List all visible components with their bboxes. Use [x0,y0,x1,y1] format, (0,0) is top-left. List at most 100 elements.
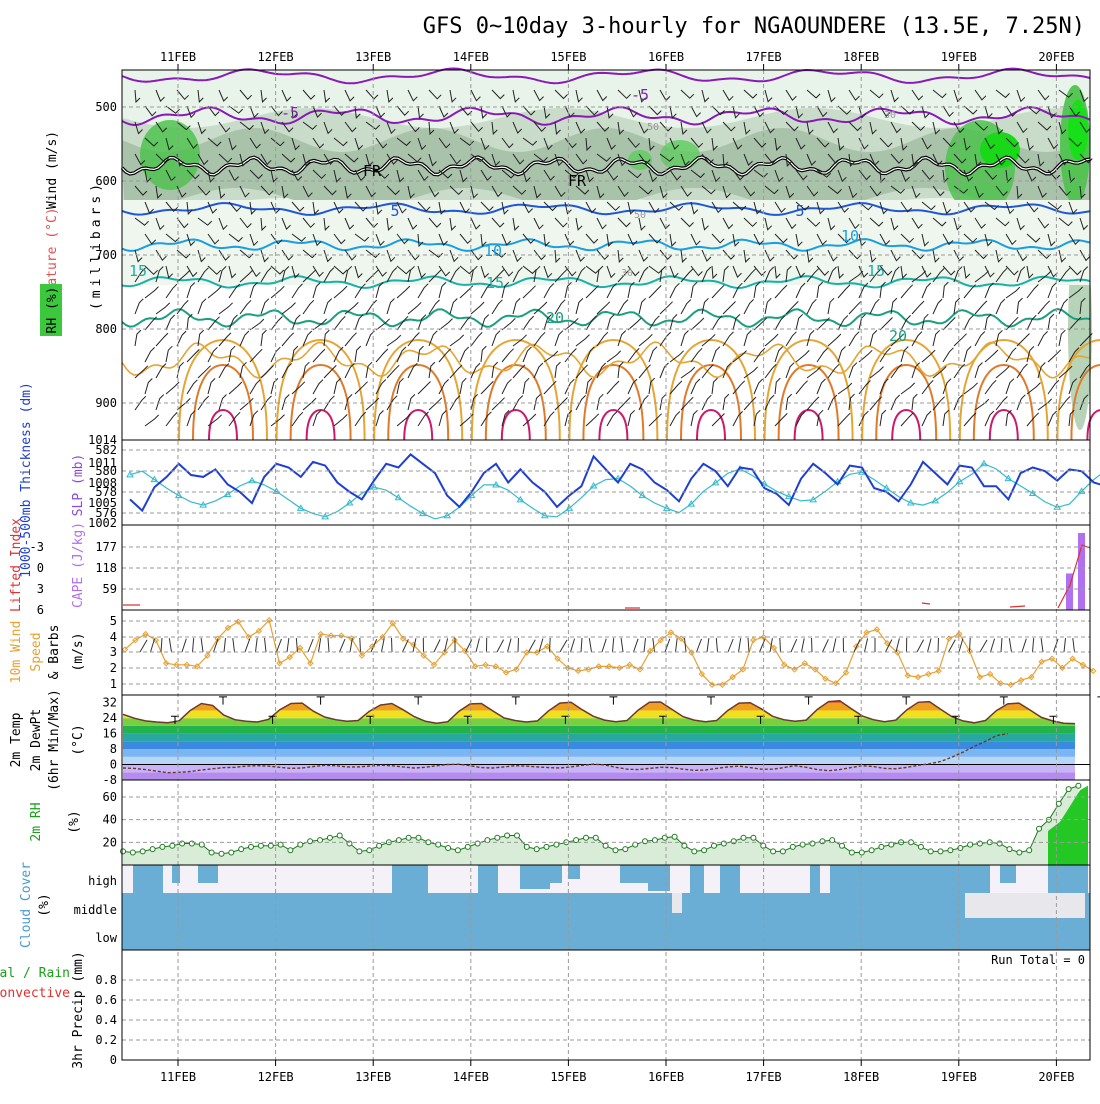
date-label-top: 19FEB [941,50,977,64]
slp-ylabel: SLP (mb) [71,454,86,517]
lifted-ytick: 6 [37,603,44,617]
rh-point [495,835,500,840]
date-label-bottom: 20FEB [1038,1070,1074,1084]
rh-point [849,850,854,855]
date-label-top: 15FEB [550,50,586,64]
rh-point [219,851,224,856]
cloud-high-bar [810,865,820,893]
rh-point [160,844,165,849]
temp-ylabel-a: 2m Temp [9,712,24,767]
date-label-top: 11FEB [160,50,196,64]
slp-ytick: 1011 [88,456,117,470]
wind10-ytick: 1 [110,677,117,691]
contour-label: 30 [884,110,896,121]
rh-point [584,835,589,840]
rh-point [1037,826,1042,831]
cloud-level-label: middle [74,903,117,917]
cloud-high-bar [198,865,218,883]
rh-point [1056,801,1061,806]
rh-point [672,834,677,839]
date-label-bottom: 18FEB [843,1070,879,1084]
upper-ylabel-wind: Wind (m/s) [45,131,60,209]
cape-ytick: 177 [95,540,117,554]
rh-point [643,839,648,844]
rh-point [780,849,785,854]
temp-ylabel-c: (6hr Min/Max) [47,689,62,791]
rh-point [199,842,204,847]
cloud-high-bar [392,865,428,893]
precip-ytick: 0.8 [95,973,117,987]
rh-point [189,841,194,846]
precip-run-total: Run Total = 0 [991,953,1085,967]
wind10-ytick: 2 [110,661,117,675]
contour-label: 5 [795,202,804,220]
upper-ytick: 500 [95,100,117,114]
date-label-bottom: 14FEB [453,1070,489,1084]
cloud-panel [122,865,1090,950]
rh-point [436,842,441,847]
wind10-barb [970,638,971,652]
rh-point [731,839,736,844]
rh-point [278,842,283,847]
temp-ytick: 32 [103,696,117,710]
temp-band [122,749,1090,757]
wind10-ylabel-b: Speed [29,632,44,671]
rh-point [840,843,845,848]
rh-point [879,844,884,849]
temp-ytick: 16 [103,727,117,741]
date-label-bottom: 15FEB [550,1070,586,1084]
wind10-barb [938,638,939,652]
rh-point [1076,783,1081,788]
rh-point [968,842,973,847]
date-label-bottom: 11FEB [160,1070,196,1084]
rh-point [741,835,746,840]
rh-point [918,844,923,849]
rh-point [249,844,254,849]
rh-point [465,844,470,849]
cloud-high-bar [690,865,704,893]
rh-point [623,847,628,852]
rh-point [1007,847,1012,852]
rh-point [1017,850,1022,855]
cloud-high-bar [172,865,180,883]
rh-point [820,839,825,844]
rh-point [554,842,559,847]
wind10-barb [518,638,519,652]
rh-point [662,835,667,840]
precip-ytick: 0.4 [95,1013,117,1027]
rh-ylabel-a: 2m RH [29,802,44,841]
upper-ytick: 800 [95,322,117,336]
rh-point [869,848,874,853]
rh-point [928,849,933,854]
contour-label: 20 [546,309,564,327]
wind10-barb [550,638,551,652]
contour-label: 10 [841,227,859,245]
contour-label: FR [363,162,382,180]
rh-ytick: 20 [103,835,117,849]
cloud-high-bar [540,865,562,883]
wind10-barb [360,638,361,652]
rh-point [977,841,982,846]
precip-ytick: 0.6 [95,993,117,1007]
contour-label: 15 [129,262,147,280]
rh-point [150,847,155,852]
rh-point [121,849,126,854]
cloud-mid-gap [672,893,682,913]
contour-label: FR [568,172,587,190]
cloud-high-bar [568,865,580,879]
rh-point [406,835,411,840]
rh-point [1066,787,1071,792]
rh-point [859,850,864,855]
rh-point [938,849,943,854]
rh-point [130,850,135,855]
date-label-top: 18FEB [843,50,879,64]
slp-ytick: 1002 [88,516,117,530]
wind10-ylabel-a: 10m Wind [9,621,24,684]
temp-ytick: 8 [110,742,117,756]
date-label-bottom: 12FEB [258,1070,294,1084]
wind10-ytick: 4 [110,630,117,644]
rh-point [790,844,795,849]
cape-ylabel: CAPE (J/kg) [71,522,86,608]
rh-point [948,848,953,853]
rh-point [308,839,313,844]
